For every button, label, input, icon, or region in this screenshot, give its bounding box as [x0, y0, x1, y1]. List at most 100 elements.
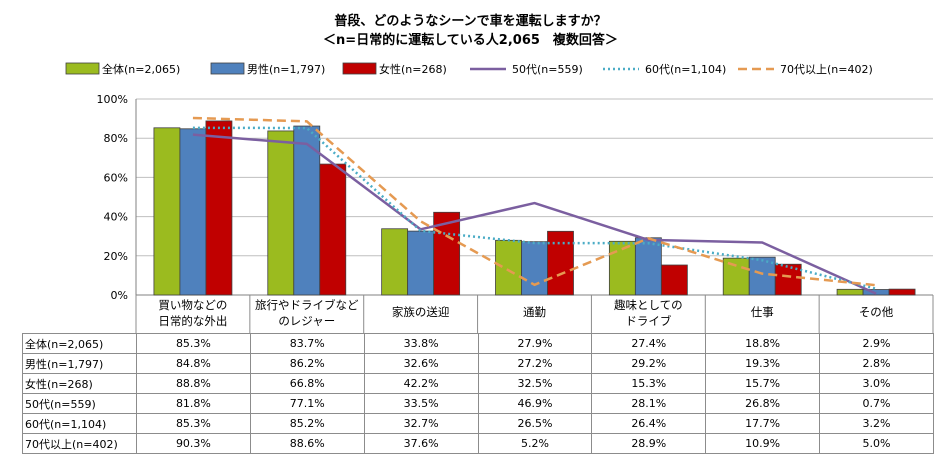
- bar: [319, 163, 347, 296]
- table-cell: 27.4%: [591, 333, 707, 354]
- table-cell: 42.2%: [363, 373, 479, 394]
- category-label: 趣味としての: [614, 298, 683, 312]
- table-row-header: 男性(n=1,797): [22, 353, 137, 374]
- table-cell: 33.8%: [363, 333, 479, 354]
- bar: [153, 127, 181, 296]
- table-cell: 28.1%: [591, 393, 707, 414]
- table-cell: 88.8%: [136, 373, 251, 394]
- y-tick-label: 0%: [111, 289, 128, 302]
- table-cell: 0.7%: [819, 393, 934, 414]
- table-row-header: 50代(n=559): [22, 393, 137, 414]
- table-cell: 37.6%: [363, 433, 479, 454]
- bar: [547, 230, 574, 296]
- y-tick-label: 100%: [97, 93, 128, 106]
- bar: [836, 288, 864, 296]
- table-row: 60代(n=1,104) 85.3% 85.2% 32.7% 26.5% 26.4% 17.…: [22, 413, 934, 434]
- chart-title: 普段、どのようなシーンで車を運転しますか？: [334, 14, 607, 29]
- legend-label: 60代(n=1,104): [645, 63, 726, 76]
- table-cell: 5.0%: [819, 433, 934, 454]
- data-table: 全体(n=2,065) 85.3% 83.7% 33.8% 27.9% 27.4% 18.8…: [22, 333, 934, 454]
- table-row: 50代(n=559) 81.8% 77.1% 33.5% 46.9% 28.1% 26.8%…: [22, 393, 934, 414]
- bar: [293, 125, 321, 296]
- table-cell: 3.0%: [819, 373, 934, 394]
- series-line: [192, 126, 877, 290]
- y-tick-label: 80%: [104, 132, 128, 145]
- table-cell: 18.8%: [705, 333, 821, 354]
- table-cell: 81.8%: [136, 393, 251, 414]
- table-cell: 2.8%: [819, 353, 934, 374]
- table-cell: 10.9%: [705, 433, 821, 454]
- bar: [660, 264, 688, 296]
- table-cell: 2.9%: [819, 333, 934, 354]
- table-row: 男性(n=1,797) 84.8% 86.2% 32.6% 27.2% 29.2% 19.3…: [22, 353, 934, 374]
- table-cell: 28.9%: [591, 433, 707, 454]
- table-cell: 66.8%: [249, 373, 365, 394]
- table-cell: 77.1%: [249, 393, 365, 414]
- table-row: 全体(n=2,065) 85.3% 83.7% 33.8% 27.9% 27.4% 18.8…: [22, 333, 934, 354]
- table-row-header: 全体(n=2,065): [22, 333, 137, 354]
- table-cell: 19.3%: [705, 353, 821, 374]
- legend-label: 70代以上(n=402): [780, 63, 873, 76]
- table-cell: 85.2%: [249, 413, 365, 434]
- y-tick-label: 20%: [104, 250, 128, 263]
- table-cell: 27.9%: [477, 333, 593, 354]
- bar: [381, 228, 409, 296]
- table-cell: 15.7%: [705, 373, 821, 394]
- legend-label: 男性(n=1,797): [247, 62, 325, 76]
- bar: [774, 263, 802, 296]
- table-cell: 85.3%: [136, 413, 251, 434]
- y-tick-label: 60%: [104, 171, 128, 184]
- category-label: 日常的な外出: [158, 314, 227, 328]
- table-cell: 26.4%: [591, 413, 707, 434]
- table-cell: 33.5%: [363, 393, 479, 414]
- table-cell: 29.2%: [591, 353, 707, 374]
- bar: [205, 120, 233, 296]
- legend-swatch: [342, 62, 377, 75]
- category-label: 旅行やドライブなど: [255, 298, 359, 312]
- table-cell: 46.9%: [477, 393, 593, 414]
- category-label: その他: [859, 305, 894, 319]
- table-row: 女性(n=268) 88.8% 66.8% 42.2% 32.5% 15.3% 15.7% 3…: [22, 373, 934, 394]
- category-label: 家族の送迎: [392, 305, 450, 319]
- table-cell: 86.2%: [249, 353, 365, 374]
- bar: [495, 239, 522, 296]
- table-cell: 32.7%: [363, 413, 479, 434]
- table-cell: 3.2%: [819, 413, 934, 434]
- bar: [722, 257, 750, 296]
- table-row-header: 60代(n=1,104): [22, 413, 137, 434]
- legend-swatch: [65, 62, 100, 75]
- table-cell: 17.7%: [705, 413, 821, 434]
- category-label: 通勤: [523, 305, 546, 319]
- bar: [521, 241, 548, 296]
- table-cell: 32.5%: [477, 373, 593, 394]
- bar: [407, 230, 435, 296]
- table-row-header: 女性(n=268): [22, 373, 137, 394]
- table-cell: 5.2%: [477, 433, 593, 454]
- legend-swatch: [210, 62, 245, 75]
- table-cell: 26.5%: [477, 413, 593, 434]
- category-label: ドライブ: [625, 314, 671, 328]
- table-cell: 27.2%: [477, 353, 593, 374]
- table-row: 70代以上(n=402) 90.3% 88.6% 37.6% 5.2% 28.9% 10.9…: [22, 433, 934, 454]
- series-line: [192, 133, 877, 295]
- bar: [888, 288, 916, 296]
- legend-label: 50代(n=559): [512, 63, 583, 76]
- bar: [267, 130, 295, 296]
- bar: [748, 256, 776, 296]
- chart-subtitle: ＜n=日常的に運転している人2,065 複数回答＞: [323, 33, 618, 48]
- legend-label: 全体(n=2,065): [102, 62, 180, 76]
- table-cell: 32.6%: [363, 353, 479, 374]
- table-cell: 84.8%: [136, 353, 251, 374]
- y-tick-label: 40%: [104, 211, 128, 224]
- table-row-header: 70代以上(n=402): [22, 433, 137, 454]
- table-cell: 15.3%: [591, 373, 707, 394]
- series-line: [192, 116, 877, 287]
- table-cell: 88.6%: [249, 433, 365, 454]
- legend: 全体(n=2,065) 男性(n=1,797) 女性(n=268) 50代(n=559…: [65, 62, 873, 76]
- table-cell: 90.3%: [136, 433, 251, 454]
- category-label: のレジャー: [278, 314, 335, 328]
- category-label: 買い物などの: [158, 298, 227, 312]
- bar: [179, 128, 207, 296]
